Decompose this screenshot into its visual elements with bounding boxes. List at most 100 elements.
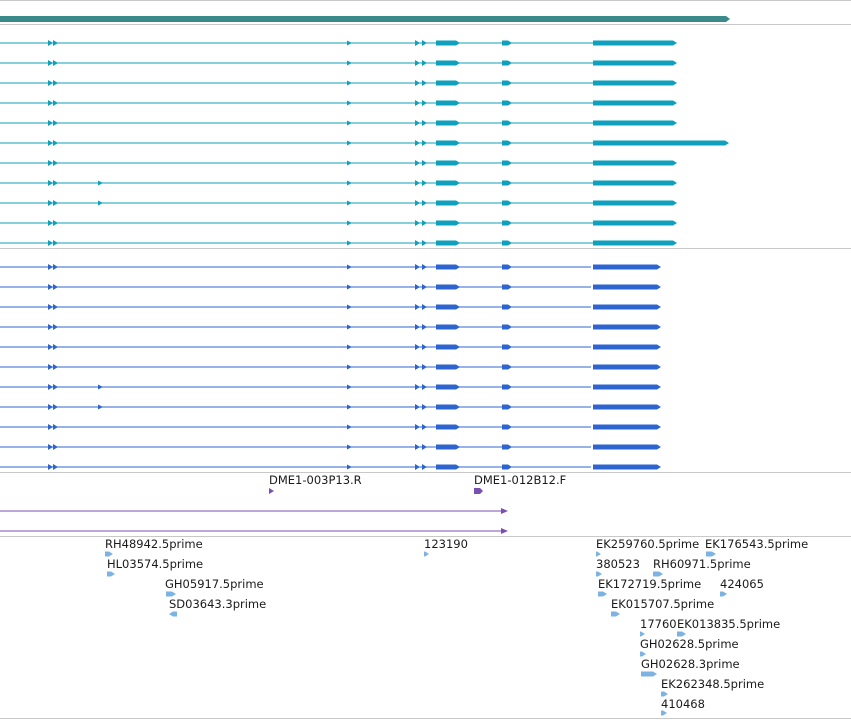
est-label[interactable]: RH48942.5prime bbox=[105, 537, 203, 551]
exon-marker bbox=[53, 384, 58, 390]
exon-block-tip bbox=[508, 384, 512, 390]
exon-block bbox=[502, 284, 508, 290]
exon-marker bbox=[48, 60, 53, 66]
exon-block-tip bbox=[673, 80, 677, 86]
exon-block-tip bbox=[508, 200, 512, 206]
est-label[interactable]: 123190 bbox=[424, 537, 468, 551]
est-label[interactable]: 410468 bbox=[661, 697, 705, 711]
primer-label[interactable]: DME1-003P13.R bbox=[269, 473, 362, 487]
exon-marker bbox=[53, 100, 58, 106]
exon-block-tip bbox=[508, 444, 512, 450]
exon-marker bbox=[53, 404, 58, 410]
exon-block bbox=[436, 464, 456, 470]
est-label[interactable]: EK262348.5prime bbox=[661, 677, 765, 691]
exon-marker bbox=[53, 424, 58, 430]
exon-marker bbox=[422, 304, 427, 310]
exon-block bbox=[593, 404, 657, 410]
exon-marker bbox=[415, 284, 420, 290]
exon-block-tip bbox=[508, 40, 512, 46]
exon-block bbox=[593, 364, 657, 370]
est-mark-tip bbox=[641, 631, 645, 637]
exon-block bbox=[593, 200, 673, 206]
exon-marker bbox=[347, 364, 352, 370]
est-label[interactable]: 380523 bbox=[596, 557, 640, 571]
exon-block bbox=[502, 120, 508, 126]
exon-marker bbox=[48, 240, 53, 246]
exon-block-tip bbox=[456, 404, 460, 410]
est-label[interactable]: EK172719.5prime bbox=[598, 577, 702, 591]
exon-block-tip bbox=[673, 40, 677, 46]
est-mark-tip bbox=[663, 710, 667, 716]
exon-block-tip bbox=[673, 60, 677, 66]
exon-block-tip bbox=[456, 344, 460, 350]
exon-block bbox=[436, 200, 456, 206]
exon-marker bbox=[415, 324, 420, 330]
est-label[interactable]: EK176543.5prime bbox=[705, 537, 809, 551]
exon-marker bbox=[415, 404, 420, 410]
exon-block bbox=[502, 180, 508, 186]
est-mark bbox=[661, 691, 664, 697]
exon-marker bbox=[347, 444, 352, 450]
exon-block bbox=[436, 120, 456, 126]
exon-block-tip bbox=[657, 444, 661, 450]
exon-block-tip bbox=[456, 120, 460, 126]
exon-block bbox=[593, 444, 657, 450]
est-label[interactable]: EK013835.5prime bbox=[677, 617, 781, 631]
est-mark bbox=[173, 611, 177, 617]
exon-marker bbox=[347, 464, 352, 470]
exon-block bbox=[436, 444, 456, 450]
exon-marker bbox=[53, 444, 58, 450]
est-label[interactable]: 17760 bbox=[640, 617, 677, 631]
exon-marker bbox=[53, 180, 58, 186]
exon-marker bbox=[53, 80, 58, 86]
exon-block-tip bbox=[657, 424, 661, 430]
est-mark-tip bbox=[682, 631, 686, 637]
exon-block-tip bbox=[508, 464, 512, 470]
exon-marker bbox=[48, 424, 53, 430]
exon-block-tip bbox=[657, 304, 661, 310]
exon-block bbox=[436, 40, 456, 46]
est-mark bbox=[105, 551, 109, 557]
exon-marker bbox=[415, 464, 420, 470]
exon-marker bbox=[415, 304, 420, 310]
est-label[interactable]: HL03574.5prime bbox=[107, 557, 204, 571]
exon-block-tip bbox=[673, 120, 677, 126]
exon-marker bbox=[347, 404, 352, 410]
exon-block-tip bbox=[456, 40, 460, 46]
est-label[interactable]: GH05917.5prime bbox=[165, 577, 264, 591]
est-mark bbox=[596, 551, 597, 557]
exon-block-tip bbox=[673, 240, 677, 246]
exon-marker bbox=[422, 240, 427, 246]
exon-marker bbox=[415, 384, 420, 390]
exon-marker bbox=[48, 40, 53, 46]
exon-marker bbox=[48, 324, 53, 330]
exon-marker bbox=[48, 444, 53, 450]
exon-block-tip bbox=[456, 200, 460, 206]
exon-block bbox=[502, 160, 508, 166]
est-label[interactable]: GH02628.3prime bbox=[641, 657, 740, 671]
exon-marker bbox=[415, 60, 420, 66]
exon-block bbox=[502, 344, 508, 350]
est-mark bbox=[661, 710, 663, 716]
exon-block-tip bbox=[508, 120, 512, 126]
primer-pair-end bbox=[501, 508, 508, 514]
est-mark bbox=[677, 631, 682, 637]
est-mark-tip bbox=[597, 551, 601, 557]
est-label[interactable]: RH60971.5prime bbox=[653, 557, 751, 571]
exon-block-tip bbox=[508, 364, 512, 370]
primer-label[interactable]: DME1-012B12.F bbox=[474, 473, 567, 487]
exon-block bbox=[436, 424, 456, 430]
exon-block bbox=[436, 304, 456, 310]
exon-block bbox=[593, 284, 657, 290]
exon-block bbox=[502, 444, 508, 450]
est-label[interactable]: SD03643.3prime bbox=[169, 597, 267, 611]
est-mark bbox=[640, 651, 642, 657]
est-label[interactable]: 424065 bbox=[720, 577, 764, 591]
est-label[interactable]: EK015707.5prime bbox=[611, 597, 715, 611]
exon-marker bbox=[415, 444, 420, 450]
exon-block-tip bbox=[456, 60, 460, 66]
est-label[interactable]: EK259760.5prime bbox=[596, 537, 700, 551]
est-label[interactable]: GH02628.5prime bbox=[640, 637, 739, 651]
